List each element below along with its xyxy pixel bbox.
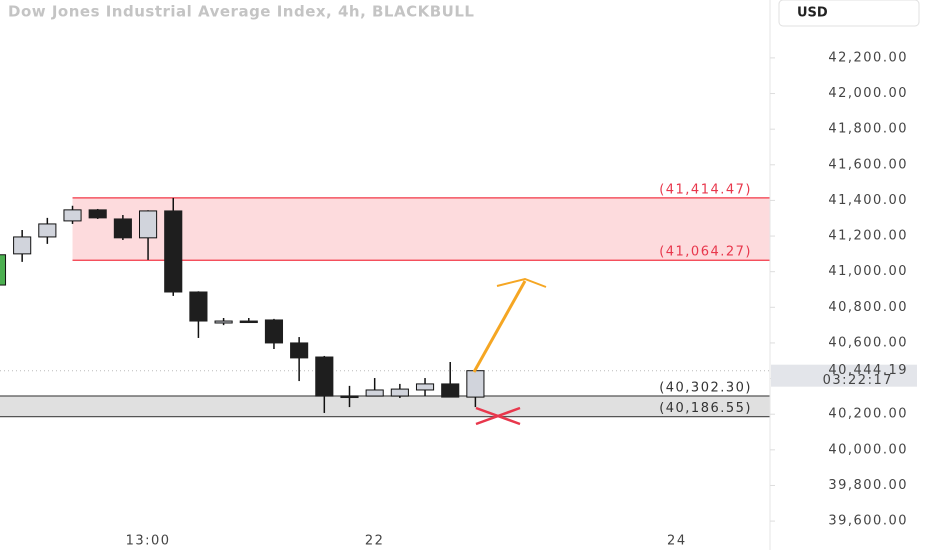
- x-tick-label: 22: [365, 534, 385, 549]
- candle-body: [466, 370, 485, 398]
- annotations: [472, 277, 547, 426]
- zone-label: (41,414.47): [659, 182, 752, 197]
- candle-body: [138, 210, 158, 239]
- y-tick-label: 39,800.00: [828, 478, 908, 493]
- candle-body: [214, 320, 233, 324]
- y-tick-label: 42,200.00: [828, 50, 908, 65]
- y-tick-label: 40,200.00: [828, 407, 908, 422]
- candle-body: [38, 223, 57, 238]
- currency-box[interactable]: [778, 0, 920, 27]
- candle-body: [239, 320, 258, 324]
- candle-body: [113, 218, 132, 239]
- zone: [72, 197, 770, 261]
- zone-label: (40,302.30): [659, 380, 752, 395]
- y-tick-label: 39,600.00: [828, 514, 908, 529]
- price-tag: [771, 364, 917, 387]
- y-tick-label: 41,600.00: [828, 157, 908, 172]
- zone-label: (41,064.27): [659, 245, 752, 260]
- price-tag-value: 40,444.19: [828, 363, 908, 378]
- candle-body: [13, 236, 32, 255]
- candle-body: [290, 342, 309, 359]
- chart-title: Dow Jones Industrial Average Index, 4h, …: [8, 3, 474, 21]
- zone: [0, 395, 770, 417]
- candle-body: [315, 356, 334, 397]
- candle-body: [415, 383, 435, 391]
- x-mark: [475, 406, 521, 426]
- y-tick-label: 41,000.00: [828, 264, 908, 279]
- candle-body: [264, 319, 284, 344]
- currency: USD: [797, 6, 828, 21]
- y-tick-label: 41,200.00: [828, 229, 908, 244]
- arrow-shaft: [472, 280, 527, 373]
- x-tick-label: 24: [667, 534, 687, 549]
- candle-body: [0, 254, 7, 286]
- zone-label: (40,186.55): [659, 401, 752, 416]
- candle-body: [88, 209, 107, 219]
- candle-body: [365, 389, 384, 397]
- y-tick-label: 41,800.00: [828, 122, 908, 137]
- arrow-head: [496, 277, 547, 288]
- candle-body: [390, 388, 409, 397]
- plot-area: [0, 197, 770, 418]
- y-tick-label: 41,400.00: [828, 193, 908, 208]
- candle-body: [189, 291, 208, 322]
- countdown: 03:22:17: [823, 373, 893, 388]
- candle-body: [164, 210, 183, 293]
- y-tick-label: 40,600.00: [828, 335, 908, 350]
- candle-body: [441, 383, 460, 398]
- y-tick-label: 40,800.00: [828, 300, 908, 315]
- candle-body: [340, 395, 359, 399]
- candle-body: [63, 209, 82, 222]
- y-tick-label: 42,000.00: [828, 86, 908, 101]
- x-tick-label: 13:00: [126, 534, 171, 549]
- y-tick-label: 40,000.00: [828, 442, 908, 457]
